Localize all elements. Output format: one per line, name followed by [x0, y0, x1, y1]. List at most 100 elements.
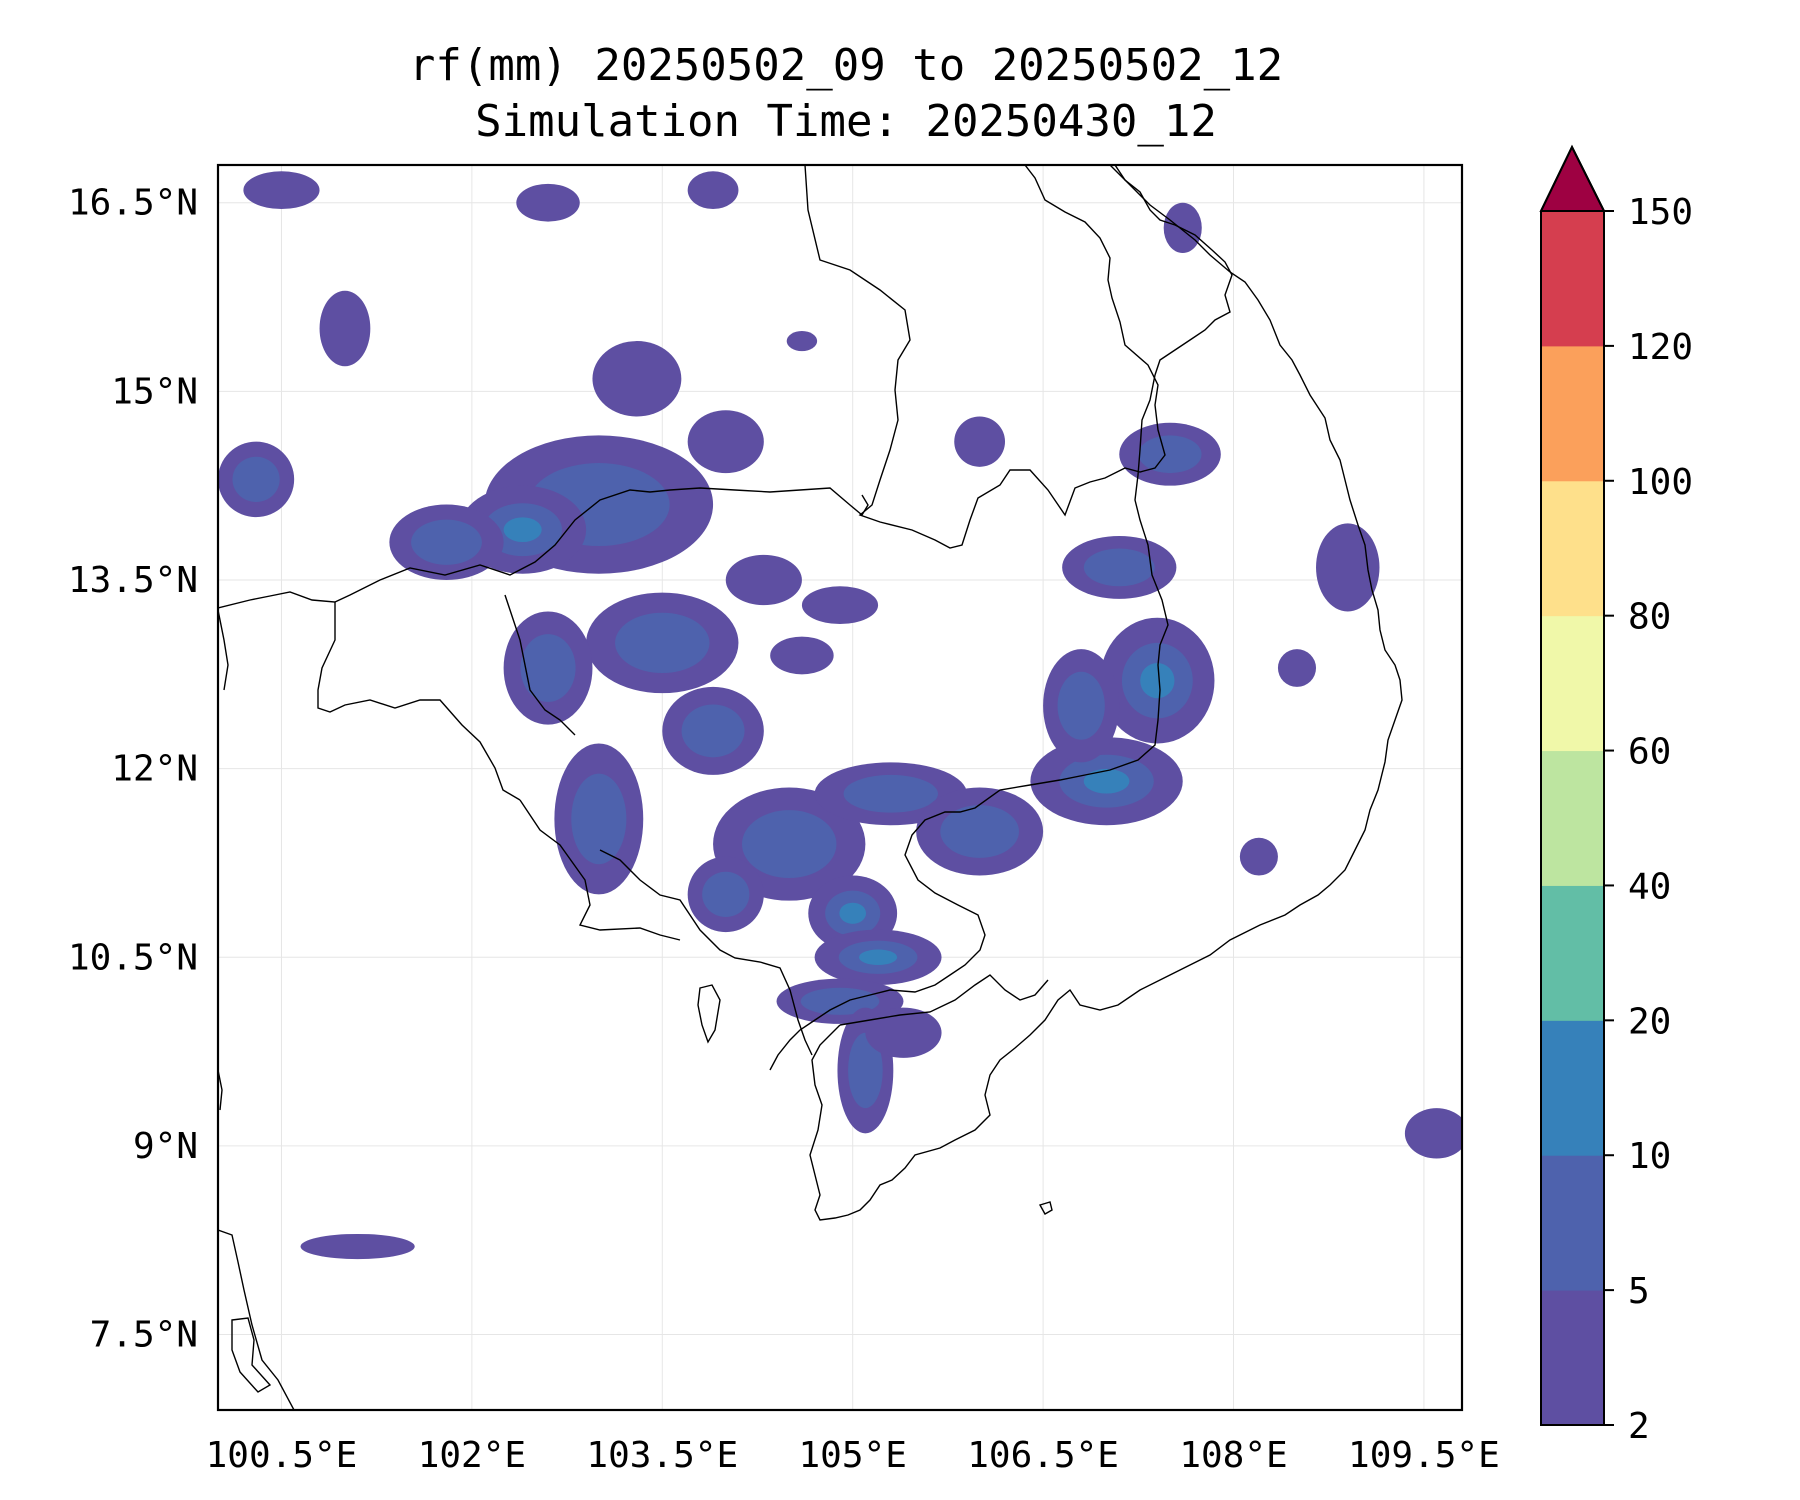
rain-patch — [770, 636, 834, 675]
rain-patch — [865, 1007, 942, 1058]
phu-quoc-island — [697, 984, 721, 1044]
rain-patch — [1239, 837, 1278, 876]
colorbar-tick-label: 100 — [1628, 462, 1693, 503]
border-laos-north — [804, 165, 1166, 549]
rain-patch-inner — [742, 810, 837, 879]
rain-patch-inner — [615, 612, 710, 674]
rain-patch-inner — [848, 1032, 883, 1109]
coastline-vietnam — [809, 165, 1403, 1221]
rain-patch-inner — [232, 456, 280, 503]
map-title-line-2: Simulation Time: 20250430_12 — [475, 96, 1217, 147]
rain-patch-inner — [1083, 548, 1155, 587]
border-cambodia-vietnam — [769, 374, 1169, 1071]
coastline-peninsula — [218, 1229, 295, 1410]
rain-patch — [516, 183, 580, 222]
rain-patch-inner — [571, 773, 627, 865]
rain-patch — [1163, 202, 1202, 254]
lon-tick-label: 109.5°E — [1348, 1435, 1500, 1476]
lat-tick-label: 10.5°N — [68, 937, 198, 978]
colorbar-swatches — [1541, 211, 1604, 1426]
lon-tick-label: 100.5°E — [206, 1435, 358, 1476]
lat-tick-label: 7.5°N — [90, 1315, 198, 1356]
border-laos-vietnam — [1114, 165, 1233, 376]
rain-patch — [725, 554, 802, 606]
coastline-gulf-north — [519, 799, 681, 941]
colorbar-tick-label: 10 — [1628, 1136, 1671, 1177]
colorbar-swatch — [1541, 1020, 1604, 1156]
coastline-west-lower — [218, 1069, 223, 1111]
colorbar-swatch — [1541, 345, 1604, 482]
rain-patch-inner — [520, 634, 576, 702]
colorbar-tick-label: 2 — [1628, 1406, 1650, 1447]
rain-patch-inner — [702, 871, 750, 918]
coastline-mekong-delta — [839, 974, 1049, 1026]
lat-tick-label: 12°N — [111, 749, 198, 790]
colorbar-tick-label: 120 — [1628, 327, 1693, 368]
rain-patch — [687, 410, 764, 474]
lat-tick-label: 9°N — [133, 1126, 198, 1167]
lon-tick-label: 105°E — [799, 1435, 907, 1476]
rain-patch-inner — [1138, 435, 1202, 474]
rain-patch-core — [1083, 768, 1130, 794]
colorbar-tick-label: 40 — [1628, 866, 1671, 907]
coastline-island-west — [231, 1317, 272, 1393]
con-dao-island — [1038, 1201, 1053, 1215]
coastline-cambodia — [599, 849, 813, 1056]
colorbar-swatch — [1541, 615, 1604, 752]
coastline-gulf-west — [218, 609, 229, 691]
colorbar-tick-label: 60 — [1628, 732, 1671, 773]
colorbar-swatch — [1541, 1155, 1604, 1291]
rain-patch — [786, 331, 818, 352]
rain-patch — [687, 171, 739, 210]
colorbar-swatch — [1541, 1290, 1604, 1426]
rainfall-contours — [218, 171, 1462, 1260]
colorbar-extend-arrow — [1539, 144, 1606, 212]
rain-patch-core — [839, 902, 867, 924]
rain-patch-inner — [800, 987, 880, 1015]
lon-tick-label: 103.5°E — [586, 1435, 738, 1476]
lon-tick-label: 106.5°E — [967, 1435, 1119, 1476]
rain-patch-core — [1140, 663, 1175, 699]
coastlines-borders — [218, 165, 1403, 1410]
border-thailand-west — [218, 591, 521, 801]
rain-patch-inner — [843, 774, 938, 813]
colorbar-swatch — [1541, 750, 1604, 886]
rain-patch — [243, 171, 320, 210]
rain-patch-inner — [681, 704, 745, 758]
rain-patch — [1404, 1108, 1462, 1159]
border-thailand-cambodia — [334, 487, 869, 603]
rain-patch-core — [503, 517, 542, 543]
lat-tick-label: 16.5°N — [68, 183, 198, 224]
colorbar-tick-labels: 2 5 10 20 40 60 80 100 120 150 — [1604, 192, 1693, 1447]
border-inner-thai — [504, 594, 576, 736]
latitude-tick-labels: 16.5°N 15°N 13.5°N 12°N 10.5°N 9°N 7.5°N — [68, 183, 198, 1356]
rain-patch — [319, 290, 371, 367]
rain-patch — [1316, 523, 1380, 612]
rain-patch — [801, 586, 879, 625]
colorbar-swatch — [1541, 211, 1604, 347]
colorbar-outline — [1540, 144, 1605, 1426]
rain-patch — [954, 416, 1006, 467]
lat-tick-label: 13.5°N — [68, 560, 198, 601]
colorbar-swatch — [1541, 885, 1604, 1021]
longitude-tick-labels: 100.5°E 102°E 103.5°E 105°E 106.5°E 108°E 109.… — [206, 1435, 1500, 1476]
colorbar-tick-label: 80 — [1628, 597, 1671, 638]
rain-patch-inner — [411, 519, 482, 565]
rain-patch — [1277, 649, 1317, 687]
rain-patch-inner — [1057, 671, 1105, 740]
colorbar-tick-label: 150 — [1628, 192, 1693, 233]
rain-patch-core — [859, 949, 898, 966]
colorbar: 2 5 10 20 40 60 80 100 120 150 — [1539, 144, 1693, 1447]
colorbar-tick-label: 5 — [1628, 1271, 1650, 1312]
lon-tick-label: 102°E — [418, 1435, 526, 1476]
map-title-line-1: rf(mm) 20250502_09 to 20250502_12 — [409, 40, 1283, 91]
rain-patch — [592, 341, 682, 417]
map-frame — [216, 163, 1464, 1412]
lat-tick-label: 15°N — [111, 371, 198, 412]
colorbar-swatch — [1541, 480, 1604, 617]
rain-patch-inner — [940, 805, 1019, 858]
rain-patch — [300, 1233, 415, 1260]
colorbar-tick-label: 20 — [1628, 1001, 1671, 1042]
map-panel: 100.5°E 102°E 103.5°E 105°E 106.5°E 108°E 109.… — [68, 163, 1500, 1476]
